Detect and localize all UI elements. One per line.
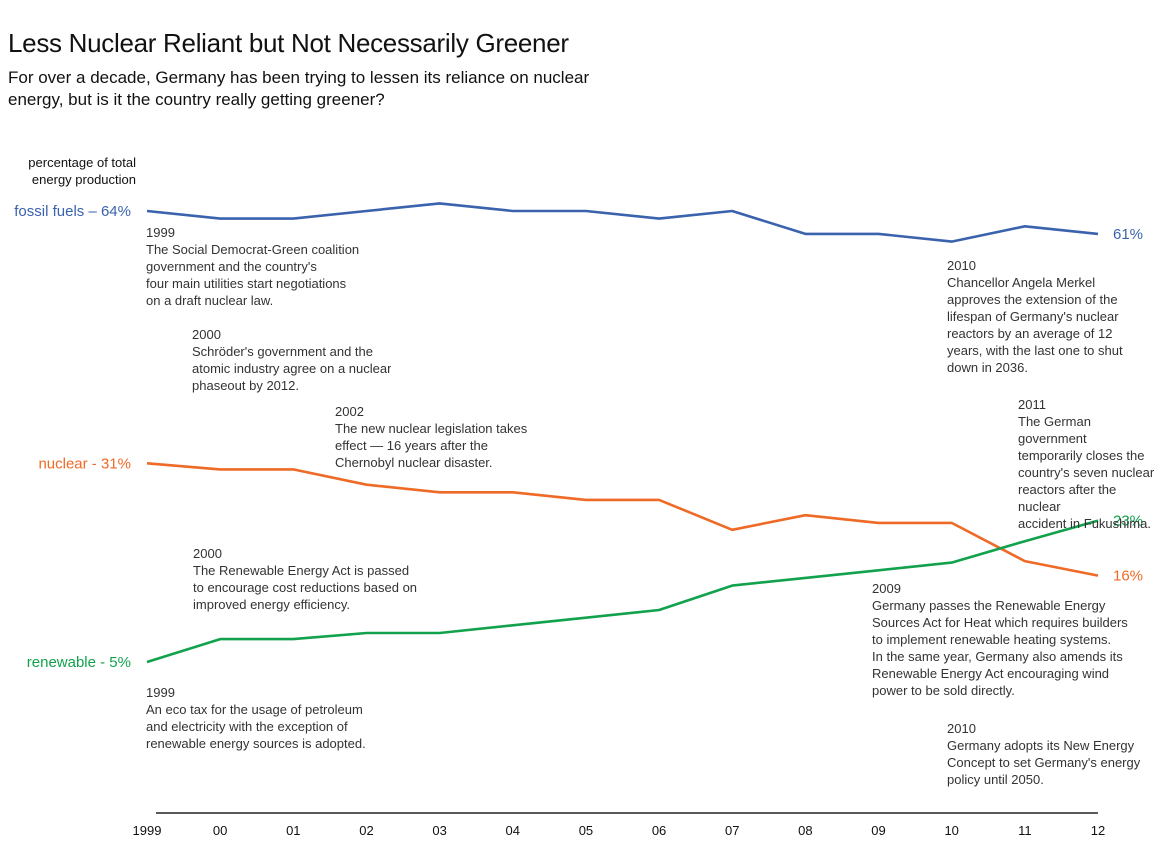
y-axis-label: percentage of total energy production <box>28 155 136 187</box>
x-tick-label: 07 <box>725 823 739 838</box>
x-tick-label: 00 <box>213 823 227 838</box>
series-start-label-nuclear: nuclear - 31% <box>38 455 131 472</box>
x-tick-label: 01 <box>286 823 300 838</box>
x-tick-label: 1999 <box>133 823 162 838</box>
x-tick-label: 08 <box>798 823 812 838</box>
x-tick-label: 03 <box>432 823 446 838</box>
annotation-1999-eco-tax: 1999 An eco tax for the usage of petrole… <box>146 684 366 752</box>
annotation-2000-phaseout: 2000 Schröder's government and the atomi… <box>192 326 391 394</box>
annotation-text: Germany passes the Renewable Energy Sour… <box>872 598 1128 698</box>
x-tick-label: 12 <box>1091 823 1105 838</box>
annotation-year: 2011 <box>1018 397 1046 412</box>
annotation-text: The Renewable Energy Act is passed to en… <box>193 563 418 612</box>
series-start-label-renewable: renewable - 5% <box>27 654 131 671</box>
annotation-text: Schröder's government and the atomic ind… <box>192 344 392 393</box>
series-end-label-nuclear: 16% <box>1113 568 1143 585</box>
annotation-2011-fukushima: 2011 The German government temporarily c… <box>1018 396 1156 532</box>
annotation-text: An eco tax for the usage of petroleum an… <box>146 702 366 751</box>
series-line-renewable <box>146 519 1099 664</box>
annotation-year: 2010 <box>947 258 976 273</box>
annotation-text: The new nuclear legislation takes effect… <box>335 421 528 470</box>
annotation-year: 2002 <box>335 404 364 419</box>
x-tick-label: 06 <box>652 823 666 838</box>
annotation-2000-renewable-act: 2000 The Renewable Energy Act is passed … <box>193 545 417 613</box>
annotation-text: The Social Democrat-Green coalition gove… <box>146 242 360 308</box>
chart-title: Less Nuclear Reliant but Not Necessarily… <box>8 28 569 58</box>
chart-subtitle: For over a decade, Germany has been tryi… <box>8 68 590 109</box>
annotation-2010-energy-concept: 2010 Germany adopts its New Energy Conce… <box>947 720 1140 788</box>
series-line-fossil <box>146 202 1099 243</box>
annotation-text: Chancellor Angela Merkel approves the ex… <box>947 275 1123 375</box>
x-tick-label: 09 <box>871 823 885 838</box>
annotation-year: 1999 <box>146 225 175 240</box>
annotation-year: 1999 <box>146 685 175 700</box>
series-end-label-fossil: 61% <box>1113 226 1143 243</box>
x-tick-label: 02 <box>359 823 373 838</box>
x-tick-label: 11 <box>1018 823 1032 838</box>
annotation-year: 2000 <box>193 546 222 561</box>
x-tick-label: 10 <box>944 823 958 838</box>
annotation-year: 2010 <box>947 721 976 736</box>
series-end-label-renewable: 23% <box>1113 513 1143 530</box>
annotation-year: 2000 <box>192 327 221 342</box>
annotation-2002-legislation: 2002 The new nuclear legislation takes e… <box>335 403 527 471</box>
annotation-year: 2009 <box>872 581 901 596</box>
x-tick-label: 05 <box>579 823 593 838</box>
series-line-nuclear <box>146 462 1099 577</box>
annotation-text: Germany adopts its New Energy Concept to… <box>947 738 1141 787</box>
annotation-text: The German government temporarily closes… <box>1018 414 1155 531</box>
series-start-label-fossil: fossil fuels – 64% <box>14 203 131 220</box>
annotation-1999-coalition: 1999 The Social Democrat-Green coalition… <box>146 224 359 309</box>
annotation-2010-merkel: 2010 Chancellor Angela Merkel approves t… <box>947 257 1123 376</box>
annotation-2009-heat-act: 2009 Germany passes the Renewable Energy… <box>872 580 1128 699</box>
x-tick-label: 04 <box>506 823 520 838</box>
